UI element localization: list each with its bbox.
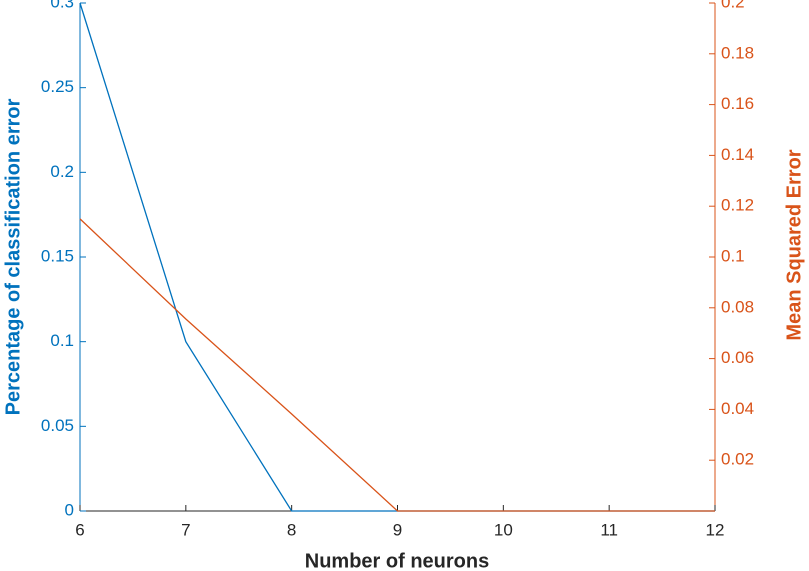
x-tick-label: 9 — [393, 520, 402, 539]
y2-tick-label: 0.04 — [721, 399, 754, 418]
series-line — [79, 218, 715, 512]
y-tick-label: 0.05 — [41, 416, 74, 435]
y2-tick-label: 0.2 — [721, 0, 745, 11]
x-tick-label: 11 — [600, 520, 618, 539]
y-tick-label: 0 — [65, 500, 74, 519]
y2-tick-label: 0.14 — [721, 145, 754, 164]
y-tick-label: 0.3 — [50, 0, 74, 11]
y-tick-label: 0.2 — [50, 162, 74, 181]
y2-tick-label: 0.18 — [721, 43, 754, 62]
y2-tick-label: 0.08 — [721, 297, 754, 316]
x-tick-label: 10 — [494, 520, 513, 539]
y2-tick-label: 0.16 — [721, 94, 754, 113]
y-tick-label: 0.25 — [41, 77, 74, 96]
y2-tick-label: 0.06 — [721, 348, 754, 367]
x-axis-label: Number of neurons — [305, 550, 489, 571]
y-axis-label: Percentage of classification error — [2, 98, 24, 415]
y2-axis-label: Mean Squared Error — [783, 149, 805, 340]
x-tick-label: 6 — [75, 520, 84, 539]
x-tick-label: 7 — [181, 520, 190, 539]
y2-tick-label: 0.02 — [721, 450, 754, 469]
x-tick-label: 8 — [287, 520, 296, 539]
y-tick-label: 0.1 — [50, 331, 74, 350]
x-tick-label: 12 — [706, 520, 725, 539]
y2-tick-label: 0.1 — [721, 246, 745, 265]
series-line — [79, 2, 715, 512]
y-tick-label: 0.15 — [41, 246, 74, 265]
y2-tick-label: 0.12 — [721, 196, 754, 215]
